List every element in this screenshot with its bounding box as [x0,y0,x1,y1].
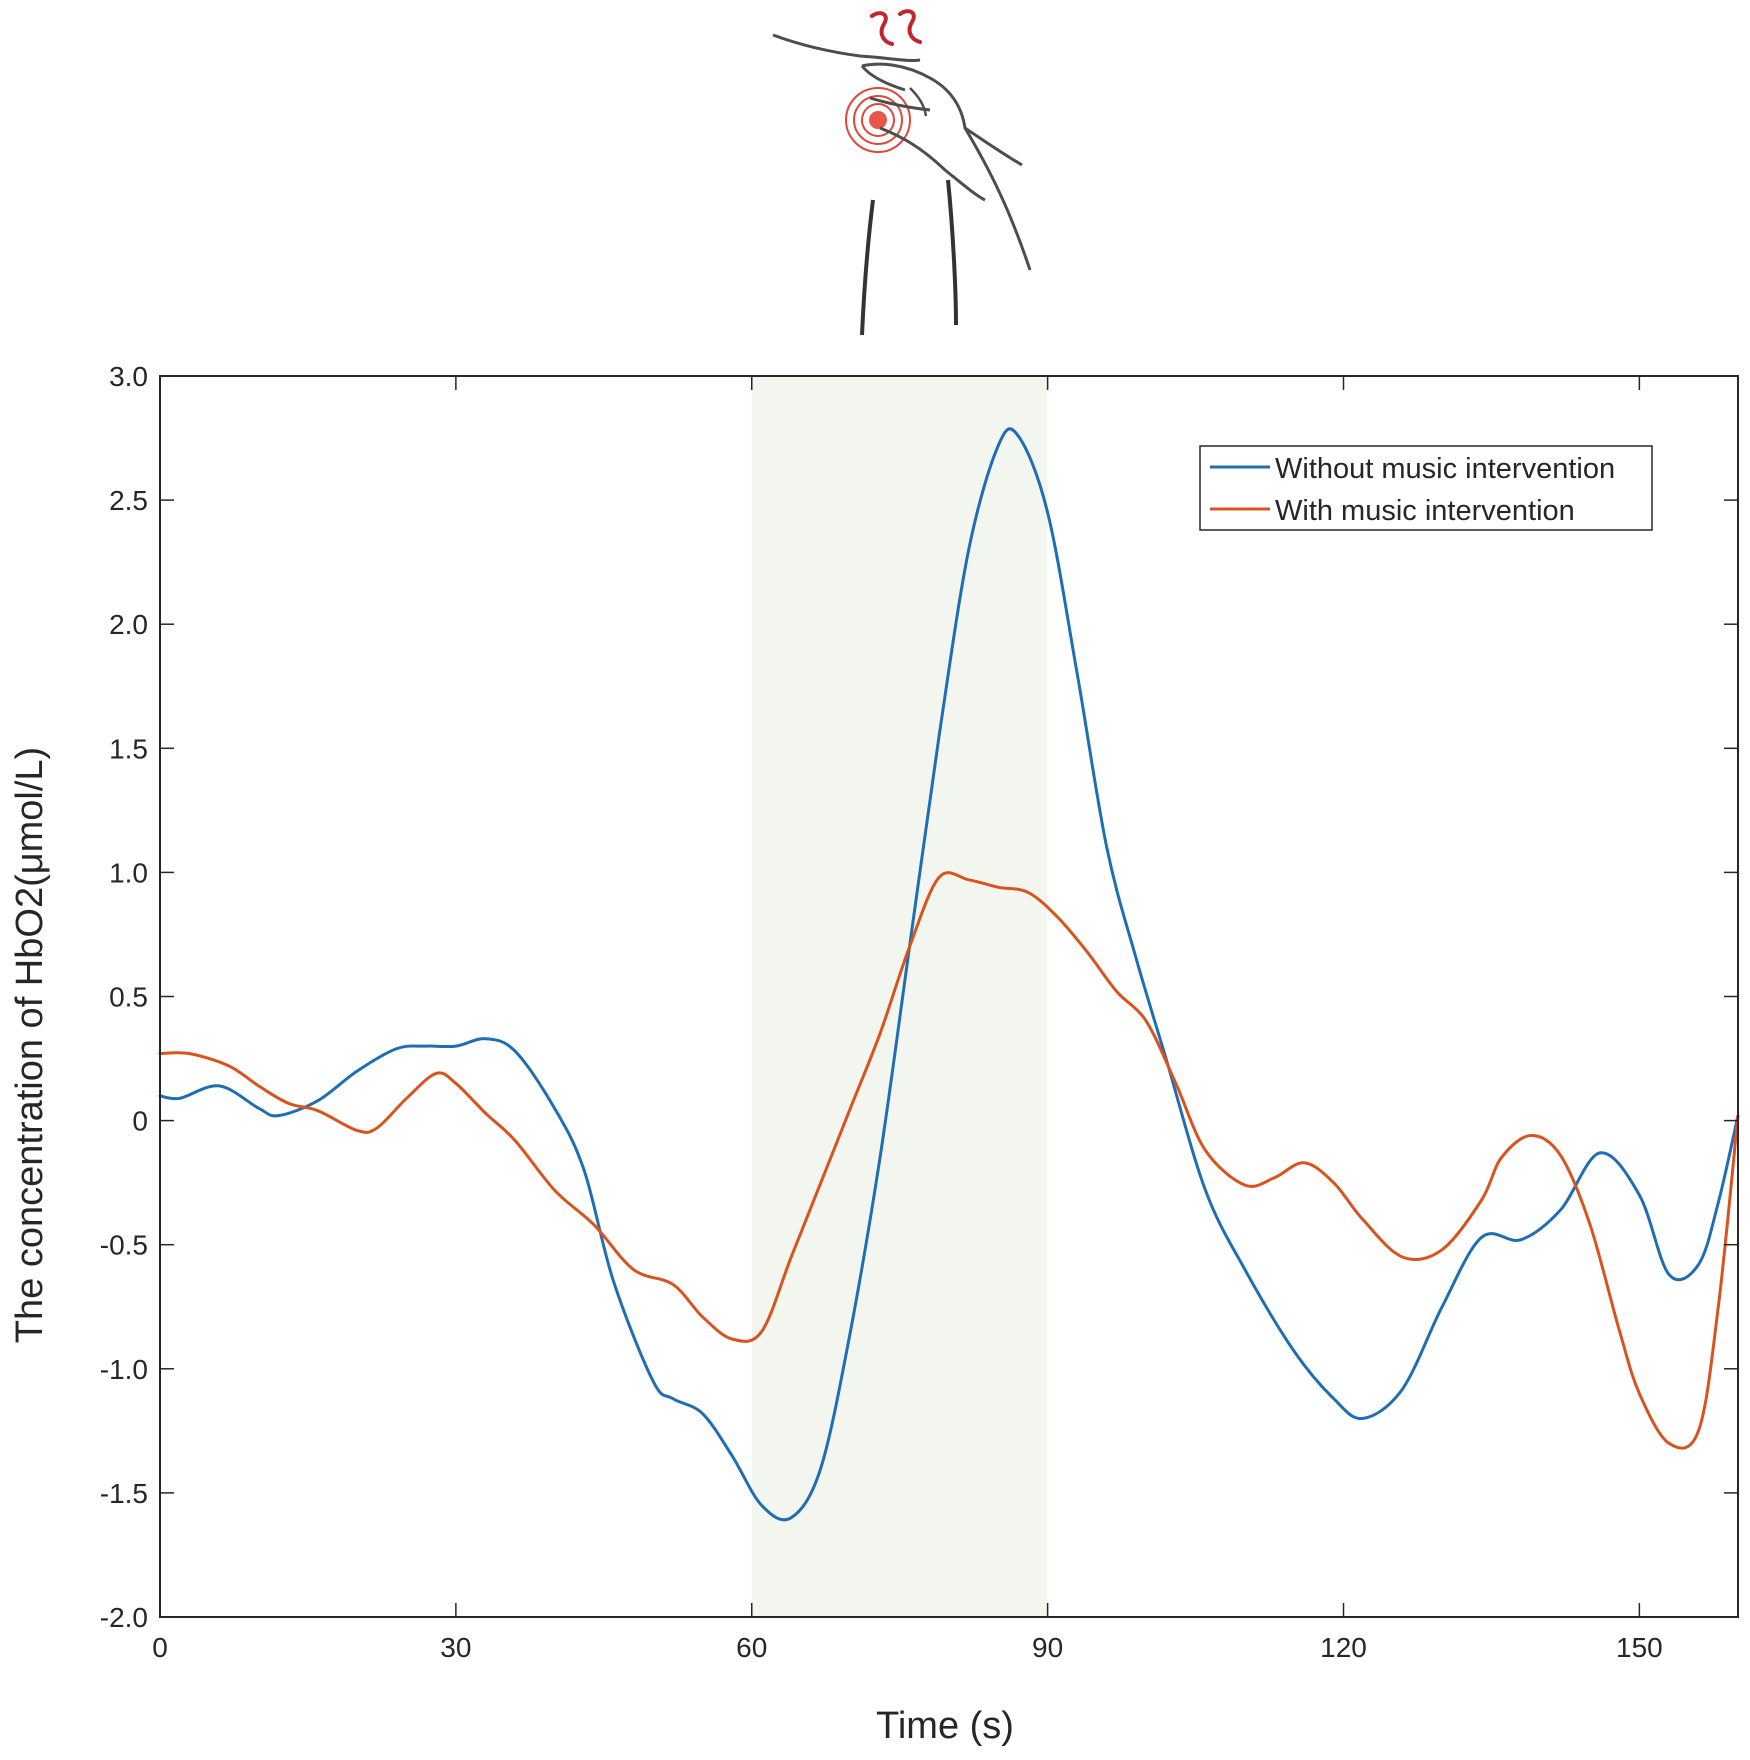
x-axis-title: Time (s) [876,1705,1014,1747]
y-tick-label: 3.0 [109,361,148,392]
legend-label-with-music: With music intervention [1275,495,1575,527]
legend: Without music intervention With music in… [1199,445,1653,531]
x-tick-label: 0 [152,1632,168,1663]
y-tick-label: -1.5 [100,1478,148,1509]
y-tick-label: 2.0 [109,609,148,640]
y-tick-label: -0.5 [100,1230,148,1261]
y-tick-label: -2.0 [100,1602,148,1633]
y-tick-label: -1.0 [100,1354,148,1385]
x-tick-label: 30 [440,1632,471,1663]
ticks-layer: 0 30 60 90 120 150 3.0 2.5 2.0 1.5 1.0 0.5 0 -0.5 -1.0… [100,361,1738,1663]
y-tick-label: 2.5 [109,485,148,516]
series-line-without-music [158,427,1740,1522]
legend-box [1199,445,1653,531]
y-tick-label: 0 [132,1106,148,1137]
series-layer [158,427,1740,1522]
x-tick-label: 120 [1320,1632,1367,1663]
y-tick-label: 1.5 [109,733,148,764]
y-tick-label: 0.5 [109,982,148,1013]
y-axis-title: The concentration of HbO2(μmol/L) [9,747,51,1343]
y-tick-label: 1.0 [109,857,148,888]
x-tick-label: 60 [736,1632,767,1663]
series-line-with-music [158,871,1740,1450]
x-tick-label: 150 [1616,1632,1663,1663]
legend-label-without-music: Without music intervention [1275,453,1615,485]
intervention-period-shading [751,376,1048,1617]
pain-illustration [772,9,1032,336]
x-tick-label: 90 [1032,1632,1063,1663]
